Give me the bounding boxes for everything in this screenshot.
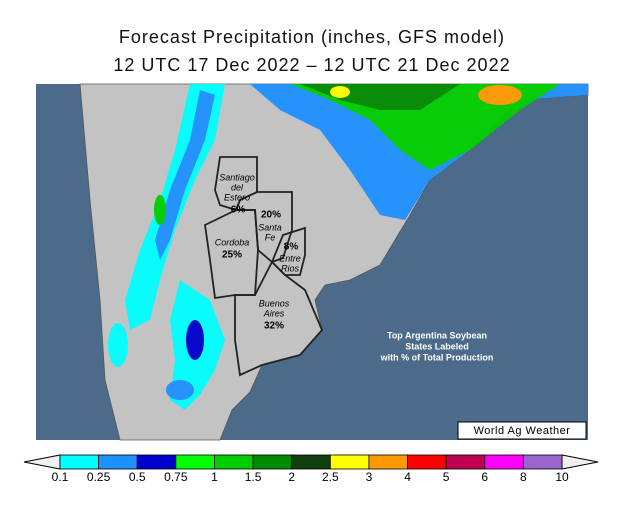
- credit-box: [457, 421, 587, 440]
- state-name: Fe: [265, 232, 276, 242]
- state-borders: [204, 156, 324, 377]
- legend-tick-label: 0.1: [52, 470, 69, 484]
- legend-swatch: [368, 454, 408, 470]
- state-name: Cordoba: [215, 237, 250, 247]
- legend-swatch: [214, 454, 254, 470]
- legend: 0.1 0.25 0.5 0.75 1 1.5 2 2.5 3 4 5 6 8 10: [23, 454, 599, 484]
- legend-tick-label: 2.5: [322, 470, 339, 484]
- legend-tick-label: 1.5: [245, 470, 262, 484]
- legend-end: [23, 454, 61, 470]
- state-name: Aires: [263, 308, 285, 318]
- legend-tick-label: 8: [520, 470, 527, 484]
- state-name: Buenos: [259, 298, 290, 308]
- state-name: Santa: [258, 222, 282, 232]
- state-name: del: [231, 182, 244, 192]
- legend-tick-label: 5: [443, 470, 450, 484]
- legend-tick-label: 0.75: [164, 470, 188, 484]
- precipitation: [108, 84, 588, 410]
- legend-swatch: [407, 454, 447, 470]
- legend-swatch: [175, 454, 215, 470]
- legend-swatch: [59, 454, 100, 470]
- annotation: with % of Total Production: [380, 352, 494, 362]
- legend-tick-label: 4: [404, 470, 411, 484]
- legend-tick-label: 0.25: [87, 470, 111, 484]
- legend-tick-label: 0.5: [129, 470, 146, 484]
- subtitle: 12 UTC 17 Dec 2022 – 12 UTC 21 Dec 2022: [113, 55, 510, 75]
- state-share: 8%: [284, 242, 299, 253]
- state-name: Entre: [279, 253, 301, 263]
- legend-swatch: [252, 454, 293, 470]
- legend-swatch: [98, 454, 138, 470]
- state-name: Rios: [281, 263, 300, 273]
- map: Santiago del Estero 6% 20% Santa Fe Cord…: [36, 83, 589, 441]
- legend-swatch: [445, 454, 486, 470]
- legend-tick-label: 6: [481, 470, 488, 484]
- legend-swatch: [291, 454, 331, 470]
- title: Forecast Precipitation (inches, GFS mode…: [119, 27, 505, 47]
- legend-swatch: [136, 454, 177, 470]
- legend-swatch: [329, 454, 370, 470]
- legend-swatch: [522, 454, 563, 470]
- state-share: 20%: [261, 210, 281, 221]
- legend-end: [561, 454, 599, 470]
- state-share: 25%: [222, 250, 242, 261]
- credit: World Ag Weather: [474, 425, 571, 437]
- state-share: 6%: [231, 205, 246, 216]
- state-share: 32%: [264, 321, 284, 332]
- legend-swatch: [484, 454, 524, 470]
- state-name: Santiago: [219, 172, 255, 182]
- state-name: Estero: [224, 192, 250, 202]
- annotation: Top Argentina Soybean: [387, 330, 487, 340]
- legend-tick-label: 1: [211, 470, 218, 484]
- legend-tick-label: 3: [366, 470, 373, 484]
- annotation: States Labeled: [405, 341, 469, 351]
- legend-tick-label: 2: [288, 470, 295, 484]
- legend-tick-label: 10: [555, 470, 569, 484]
